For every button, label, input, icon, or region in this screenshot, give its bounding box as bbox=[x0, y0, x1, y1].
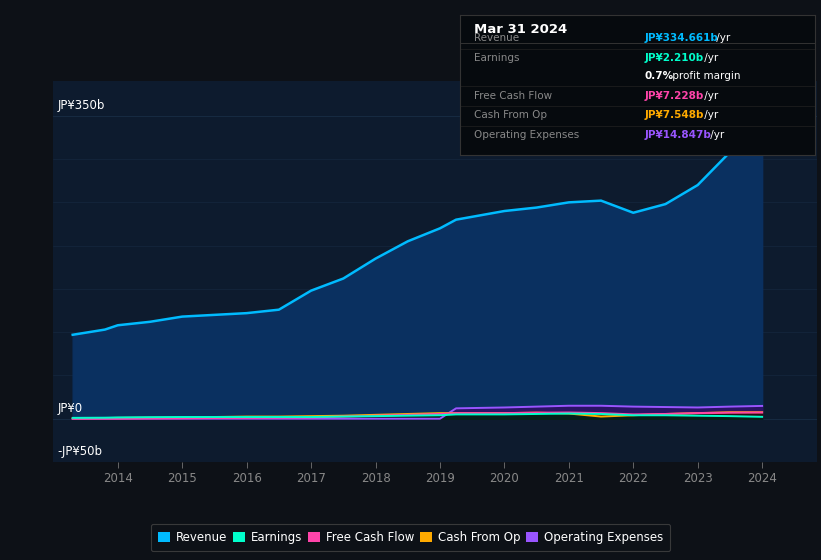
Legend: Revenue, Earnings, Free Cash Flow, Cash From Op, Operating Expenses: Revenue, Earnings, Free Cash Flow, Cash … bbox=[151, 524, 670, 551]
Text: Earnings: Earnings bbox=[475, 53, 520, 63]
Text: JP¥7.548b: JP¥7.548b bbox=[644, 110, 704, 120]
Text: 0.7%: 0.7% bbox=[644, 71, 674, 81]
Text: JP¥2.210b: JP¥2.210b bbox=[644, 53, 704, 63]
Text: JP¥7.228b: JP¥7.228b bbox=[644, 91, 704, 101]
Text: JP¥14.847b: JP¥14.847b bbox=[644, 130, 712, 140]
Text: /yr: /yr bbox=[700, 53, 718, 63]
Text: /yr: /yr bbox=[700, 91, 718, 101]
Text: Free Cash Flow: Free Cash Flow bbox=[475, 91, 553, 101]
Text: /yr: /yr bbox=[707, 130, 724, 140]
Text: /yr: /yr bbox=[713, 33, 730, 43]
Text: JP¥334.661b: JP¥334.661b bbox=[644, 33, 718, 43]
Text: Cash From Op: Cash From Op bbox=[475, 110, 548, 120]
Text: /yr: /yr bbox=[700, 110, 718, 120]
Text: profit margin: profit margin bbox=[669, 71, 741, 81]
Text: Mar 31 2024: Mar 31 2024 bbox=[475, 24, 567, 36]
Text: Revenue: Revenue bbox=[475, 33, 520, 43]
Text: Operating Expenses: Operating Expenses bbox=[475, 130, 580, 140]
Text: JP¥0: JP¥0 bbox=[57, 402, 82, 415]
Text: -JP¥50b: -JP¥50b bbox=[57, 445, 102, 458]
Text: JP¥350b: JP¥350b bbox=[57, 99, 104, 112]
